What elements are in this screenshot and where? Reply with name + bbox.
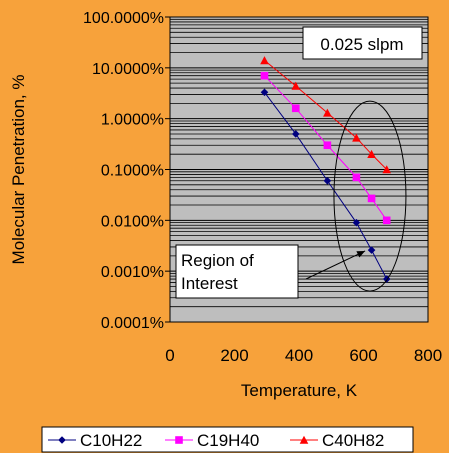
y-tick-label: 10.0000%: [92, 61, 164, 78]
legend-label: C19H40: [197, 431, 259, 450]
legend-label: C10H22: [80, 431, 142, 450]
series-line: [264, 92, 388, 280]
data-point: [175, 436, 183, 444]
data-point: [352, 218, 361, 227]
data-point: [352, 173, 361, 182]
legend-label: C40H82: [322, 431, 384, 450]
series-layer: [260, 56, 392, 283]
data-point: [367, 149, 376, 158]
tick-labels: 100.0000% 10.0000% 1.0000% 0.1000% 0.0100% 0.…: [83, 10, 442, 365]
condition-label-box: [302, 26, 423, 60]
legend-item: C40H82: [290, 431, 384, 450]
legend-item: C19H40: [165, 431, 259, 450]
data-point: [260, 88, 269, 97]
data-point: [323, 176, 332, 185]
data-point: [58, 436, 66, 444]
y-tick-label: 0.0001%: [101, 315, 164, 332]
condition-label: 0.025 slpm: [320, 35, 403, 54]
y-tick-label: 0.0010%: [101, 264, 164, 281]
x-tick-label: 200: [220, 346, 248, 365]
data-point: [291, 130, 300, 138]
data-point: [260, 71, 269, 80]
data-point: [382, 275, 391, 283]
data-point: [299, 435, 309, 444]
data-point: [260, 56, 269, 65]
annotations: 0.025 slpm Region of Interest: [175, 26, 423, 299]
region-label-box: [175, 244, 299, 299]
region-ellipse: [333, 100, 407, 292]
y-tick-label: 0.1000%: [101, 163, 164, 180]
region-arrow: [305, 250, 366, 280]
legend-box: [41, 426, 414, 453]
data-point: [352, 133, 361, 142]
region-label-line2: Interest: [181, 274, 238, 293]
data-point: [323, 141, 332, 150]
legend: C10H22 C19H40 C40H82: [41, 426, 414, 453]
data-point: [291, 104, 300, 113]
x-tick-label: 400: [285, 346, 313, 365]
region-arrow-head: [356, 250, 366, 258]
data-point: [367, 194, 376, 203]
data-point: [382, 216, 391, 225]
y-tick-label: 0.0100%: [101, 213, 164, 230]
y-tick-label: 100.0000%: [83, 10, 164, 27]
x-tick-label: 800: [414, 346, 442, 365]
y-tick-label: 1.0000%: [101, 112, 164, 129]
series-C10H22: [260, 88, 391, 283]
x-axis-label: Temperature, K: [241, 381, 358, 400]
data-point: [323, 108, 332, 117]
data-point: [291, 81, 301, 90]
series-C40H82: [260, 56, 392, 174]
data-point: [367, 246, 376, 254]
series-C19H40: [260, 71, 391, 225]
y-axis-label: Molecular Penetration, %: [9, 75, 28, 265]
region-label-line1: Region of: [181, 251, 254, 270]
data-point: [382, 165, 392, 174]
legend-item: C10H22: [48, 431, 142, 450]
x-tick-label: 600: [349, 346, 377, 365]
x-tick-label: 0: [165, 346, 174, 365]
